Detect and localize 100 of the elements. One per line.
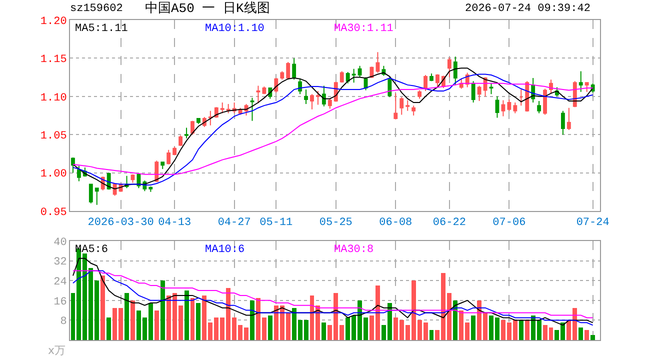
candlestick xyxy=(304,89,308,105)
candlestick xyxy=(549,79,553,94)
y-tick-label: 1.00 xyxy=(40,168,67,181)
y-tick-label: 1.05 xyxy=(40,130,67,142)
bar xyxy=(578,328,584,340)
x-tick-label: 07-24 xyxy=(576,217,610,230)
candlestick xyxy=(178,134,183,147)
candlestick xyxy=(94,188,99,206)
chart-title: 中国A50 一 日K线图 xyxy=(145,1,270,16)
candlestick xyxy=(519,89,524,106)
candlestick xyxy=(436,74,440,87)
text: 2026-07-24 09:39:42 xyxy=(465,3,590,15)
candlestick xyxy=(424,74,428,92)
candlestick xyxy=(489,82,494,95)
bar xyxy=(184,290,189,340)
candlestick xyxy=(77,165,81,182)
candlestick xyxy=(310,94,314,110)
candlestick xyxy=(537,100,542,114)
y-tick-label: 8 xyxy=(60,316,67,328)
candlestick xyxy=(316,90,320,106)
line-series xyxy=(72,82,594,175)
candlestick xyxy=(292,58,296,80)
bar xyxy=(590,335,596,340)
candlestick xyxy=(208,110,212,126)
candlestick xyxy=(578,70,583,92)
text: MA10:6 xyxy=(205,244,245,256)
candlestick xyxy=(507,98,512,112)
bar xyxy=(268,315,272,340)
candlestick xyxy=(406,100,410,112)
candlestick xyxy=(584,82,589,92)
y-tick-label: 1.15 xyxy=(40,54,67,66)
x-tick-label: 04-13 xyxy=(158,217,192,230)
x-tick-label: 2026-03-30 xyxy=(88,217,154,230)
candlestick xyxy=(453,56,458,86)
candlestick xyxy=(501,100,506,117)
candlestick xyxy=(298,78,302,95)
candlestick xyxy=(172,146,177,156)
text: MA5:1.11 xyxy=(75,23,128,35)
y-tick-label: 24 xyxy=(54,276,68,288)
candlestick xyxy=(262,86,266,95)
x-tick-label: 04-27 xyxy=(218,217,251,230)
x-tick-label: 07-06 xyxy=(492,217,526,230)
bar xyxy=(154,310,159,340)
candlestick xyxy=(430,72,434,82)
candlestick xyxy=(160,162,165,170)
x-tick-label: 06-22 xyxy=(432,217,466,230)
x-tick-label: 06-08 xyxy=(379,217,412,230)
bar xyxy=(100,276,106,340)
bar xyxy=(196,302,201,340)
candlestick xyxy=(184,127,188,139)
bar xyxy=(124,292,130,340)
y-tick-label: 0.95 xyxy=(40,206,67,219)
candlestick xyxy=(447,56,452,78)
candlestick xyxy=(346,71,350,84)
candlestick xyxy=(352,68,356,84)
y-tick-label: 16 xyxy=(54,296,67,308)
candlestick xyxy=(256,85,260,104)
line-series xyxy=(72,258,594,326)
candlestick xyxy=(388,76,392,98)
candlestick xyxy=(477,85,482,102)
candlestick xyxy=(543,88,547,116)
bar xyxy=(453,300,458,340)
bar xyxy=(322,322,326,340)
candlestick xyxy=(250,97,254,122)
bar xyxy=(524,320,530,340)
y-tick-label: 32 xyxy=(54,256,67,269)
candlestick xyxy=(286,62,290,80)
text: MA30:8 xyxy=(334,244,374,256)
candlestick xyxy=(560,110,565,136)
candlestick xyxy=(88,184,93,204)
candlestick xyxy=(196,118,200,124)
candlestick xyxy=(495,96,500,118)
candlestick xyxy=(226,104,230,114)
candlestick xyxy=(358,65,362,78)
text: sz159602 xyxy=(70,3,123,15)
y-tick-label: 1.20 xyxy=(40,16,67,28)
bar xyxy=(250,300,254,340)
x-tick-label: 05-11 xyxy=(260,217,294,230)
candlestick xyxy=(166,149,171,165)
candlestick xyxy=(418,90,422,100)
candlestick xyxy=(220,102,224,114)
candlestick xyxy=(130,174,135,184)
text: MA10:1.10 xyxy=(205,23,264,35)
candlestick xyxy=(471,80,476,104)
candlestick xyxy=(190,120,194,136)
bar xyxy=(471,315,476,340)
candlestick xyxy=(148,186,153,192)
bar xyxy=(130,300,135,340)
candlestick xyxy=(71,157,75,174)
candlestick xyxy=(513,102,518,114)
candlestick xyxy=(412,105,416,116)
candlestick xyxy=(322,85,326,107)
y-tick-label: 1.10 xyxy=(40,92,67,104)
candlestick xyxy=(280,70,284,80)
candlestick xyxy=(340,70,344,84)
candlestick xyxy=(376,52,380,74)
candlestick xyxy=(394,92,398,120)
y-axis-title: x万 xyxy=(48,344,66,357)
bar xyxy=(106,318,112,340)
text: MA30:1.11 xyxy=(334,23,394,35)
